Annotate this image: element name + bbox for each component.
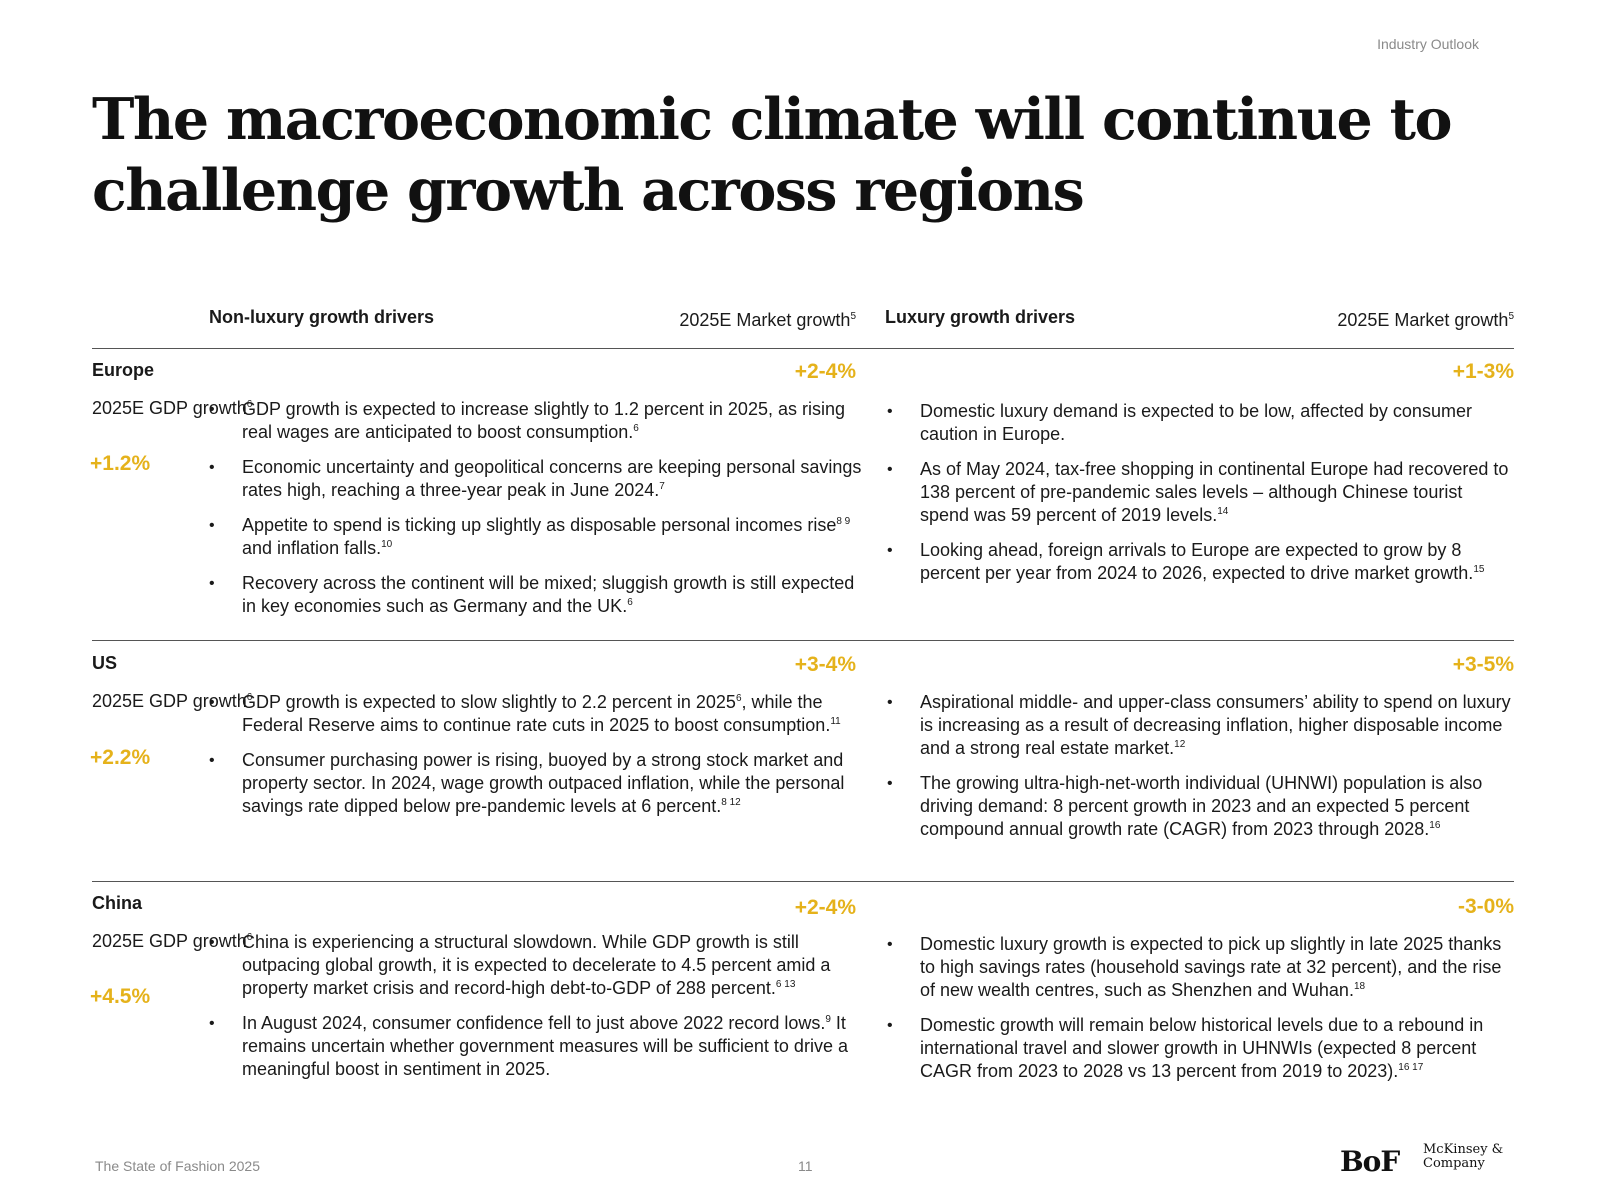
luxury-growth-us: +3-5% <box>1452 653 1514 676</box>
nonluxury-growth-europe: +2-4% <box>794 360 856 383</box>
publication-name: The State of Fashion 2025 <box>95 1158 260 1174</box>
driver-bullet: Domestic luxury demand is expected to be… <box>887 400 1515 446</box>
gdp-value-europe: +1.2% <box>90 452 151 475</box>
region-name-china: China <box>92 893 143 913</box>
gdp-value-china: +4.5% <box>90 985 151 1008</box>
header-divider <box>92 348 1514 349</box>
gdp-value-us: +2.2% <box>90 746 151 769</box>
driver-bullet: Economic uncertainty and geopolitical co… <box>209 456 869 502</box>
region-divider <box>92 640 1514 641</box>
luxury-drivers-china: Domestic luxury growth is expected to pi… <box>887 933 1515 1095</box>
driver-bullet: Domestic luxury growth is expected to pi… <box>887 933 1515 1002</box>
page-title: The macroeconomic climate will continue … <box>92 86 1453 224</box>
luxury-header: Luxury growth drivers <box>885 307 1076 327</box>
luxury-drivers-europe: Domestic luxury demand is expected to be… <box>887 400 1515 597</box>
driver-bullet: GDP growth is expected to increase sligh… <box>209 398 869 444</box>
driver-bullet: Consumer purchasing power is rising, buo… <box>209 749 869 818</box>
nonluxury-drivers-china: China is experiencing a structural slowd… <box>209 931 869 1093</box>
driver-bullet: As of May 2024, tax-free shopping in con… <box>887 458 1515 527</box>
driver-bullet: Recovery across the continent will be mi… <box>209 572 869 618</box>
driver-bullet: Aspirational middle- and upper-class con… <box>887 691 1515 760</box>
mckinsey-logo: McKinsey & Company <box>1423 1142 1504 1171</box>
driver-bullet: China is experiencing a structural slowd… <box>209 931 869 1000</box>
region-name-us: US <box>92 653 118 673</box>
section-tag: Industry Outlook <box>1377 36 1479 52</box>
page-number: 11 <box>798 1158 813 1174</box>
driver-bullet: Appetite to spend is ticking up slightly… <box>209 514 869 560</box>
luxury-growth-china: -3-0% <box>1457 895 1514 918</box>
nonluxury-growth-us: +3-4% <box>794 653 856 676</box>
driver-bullet: In August 2024, consumer confidence fell… <box>209 1012 869 1081</box>
region-name-europe: Europe <box>92 360 155 380</box>
nonluxury-growth-china: +2-4% <box>794 896 856 919</box>
driver-bullet: Looking ahead, foreign arrivals to Europ… <box>887 539 1515 585</box>
region-divider <box>92 881 1514 882</box>
bof-logo: BoF <box>1340 1145 1400 1178</box>
luxury-market-growth-header: 2025E Market growth5 <box>1337 310 1514 330</box>
driver-bullet: GDP growth is expected to slow slightly … <box>209 691 869 737</box>
nonluxury-drivers-europe: GDP growth is expected to increase sligh… <box>209 398 869 630</box>
nonluxury-header: Non-luxury growth drivers <box>209 307 435 327</box>
driver-bullet: Domestic growth will remain below histor… <box>887 1014 1515 1083</box>
nonluxury-market-growth-header: 2025E Market growth5 <box>679 310 856 330</box>
driver-bullet: The growing ultra-high-net-worth individ… <box>887 772 1515 841</box>
luxury-drivers-us: Aspirational middle- and upper-class con… <box>887 691 1515 853</box>
nonluxury-drivers-us: GDP growth is expected to slow slightly … <box>209 691 869 830</box>
luxury-growth-europe: +1-3% <box>1452 360 1514 383</box>
